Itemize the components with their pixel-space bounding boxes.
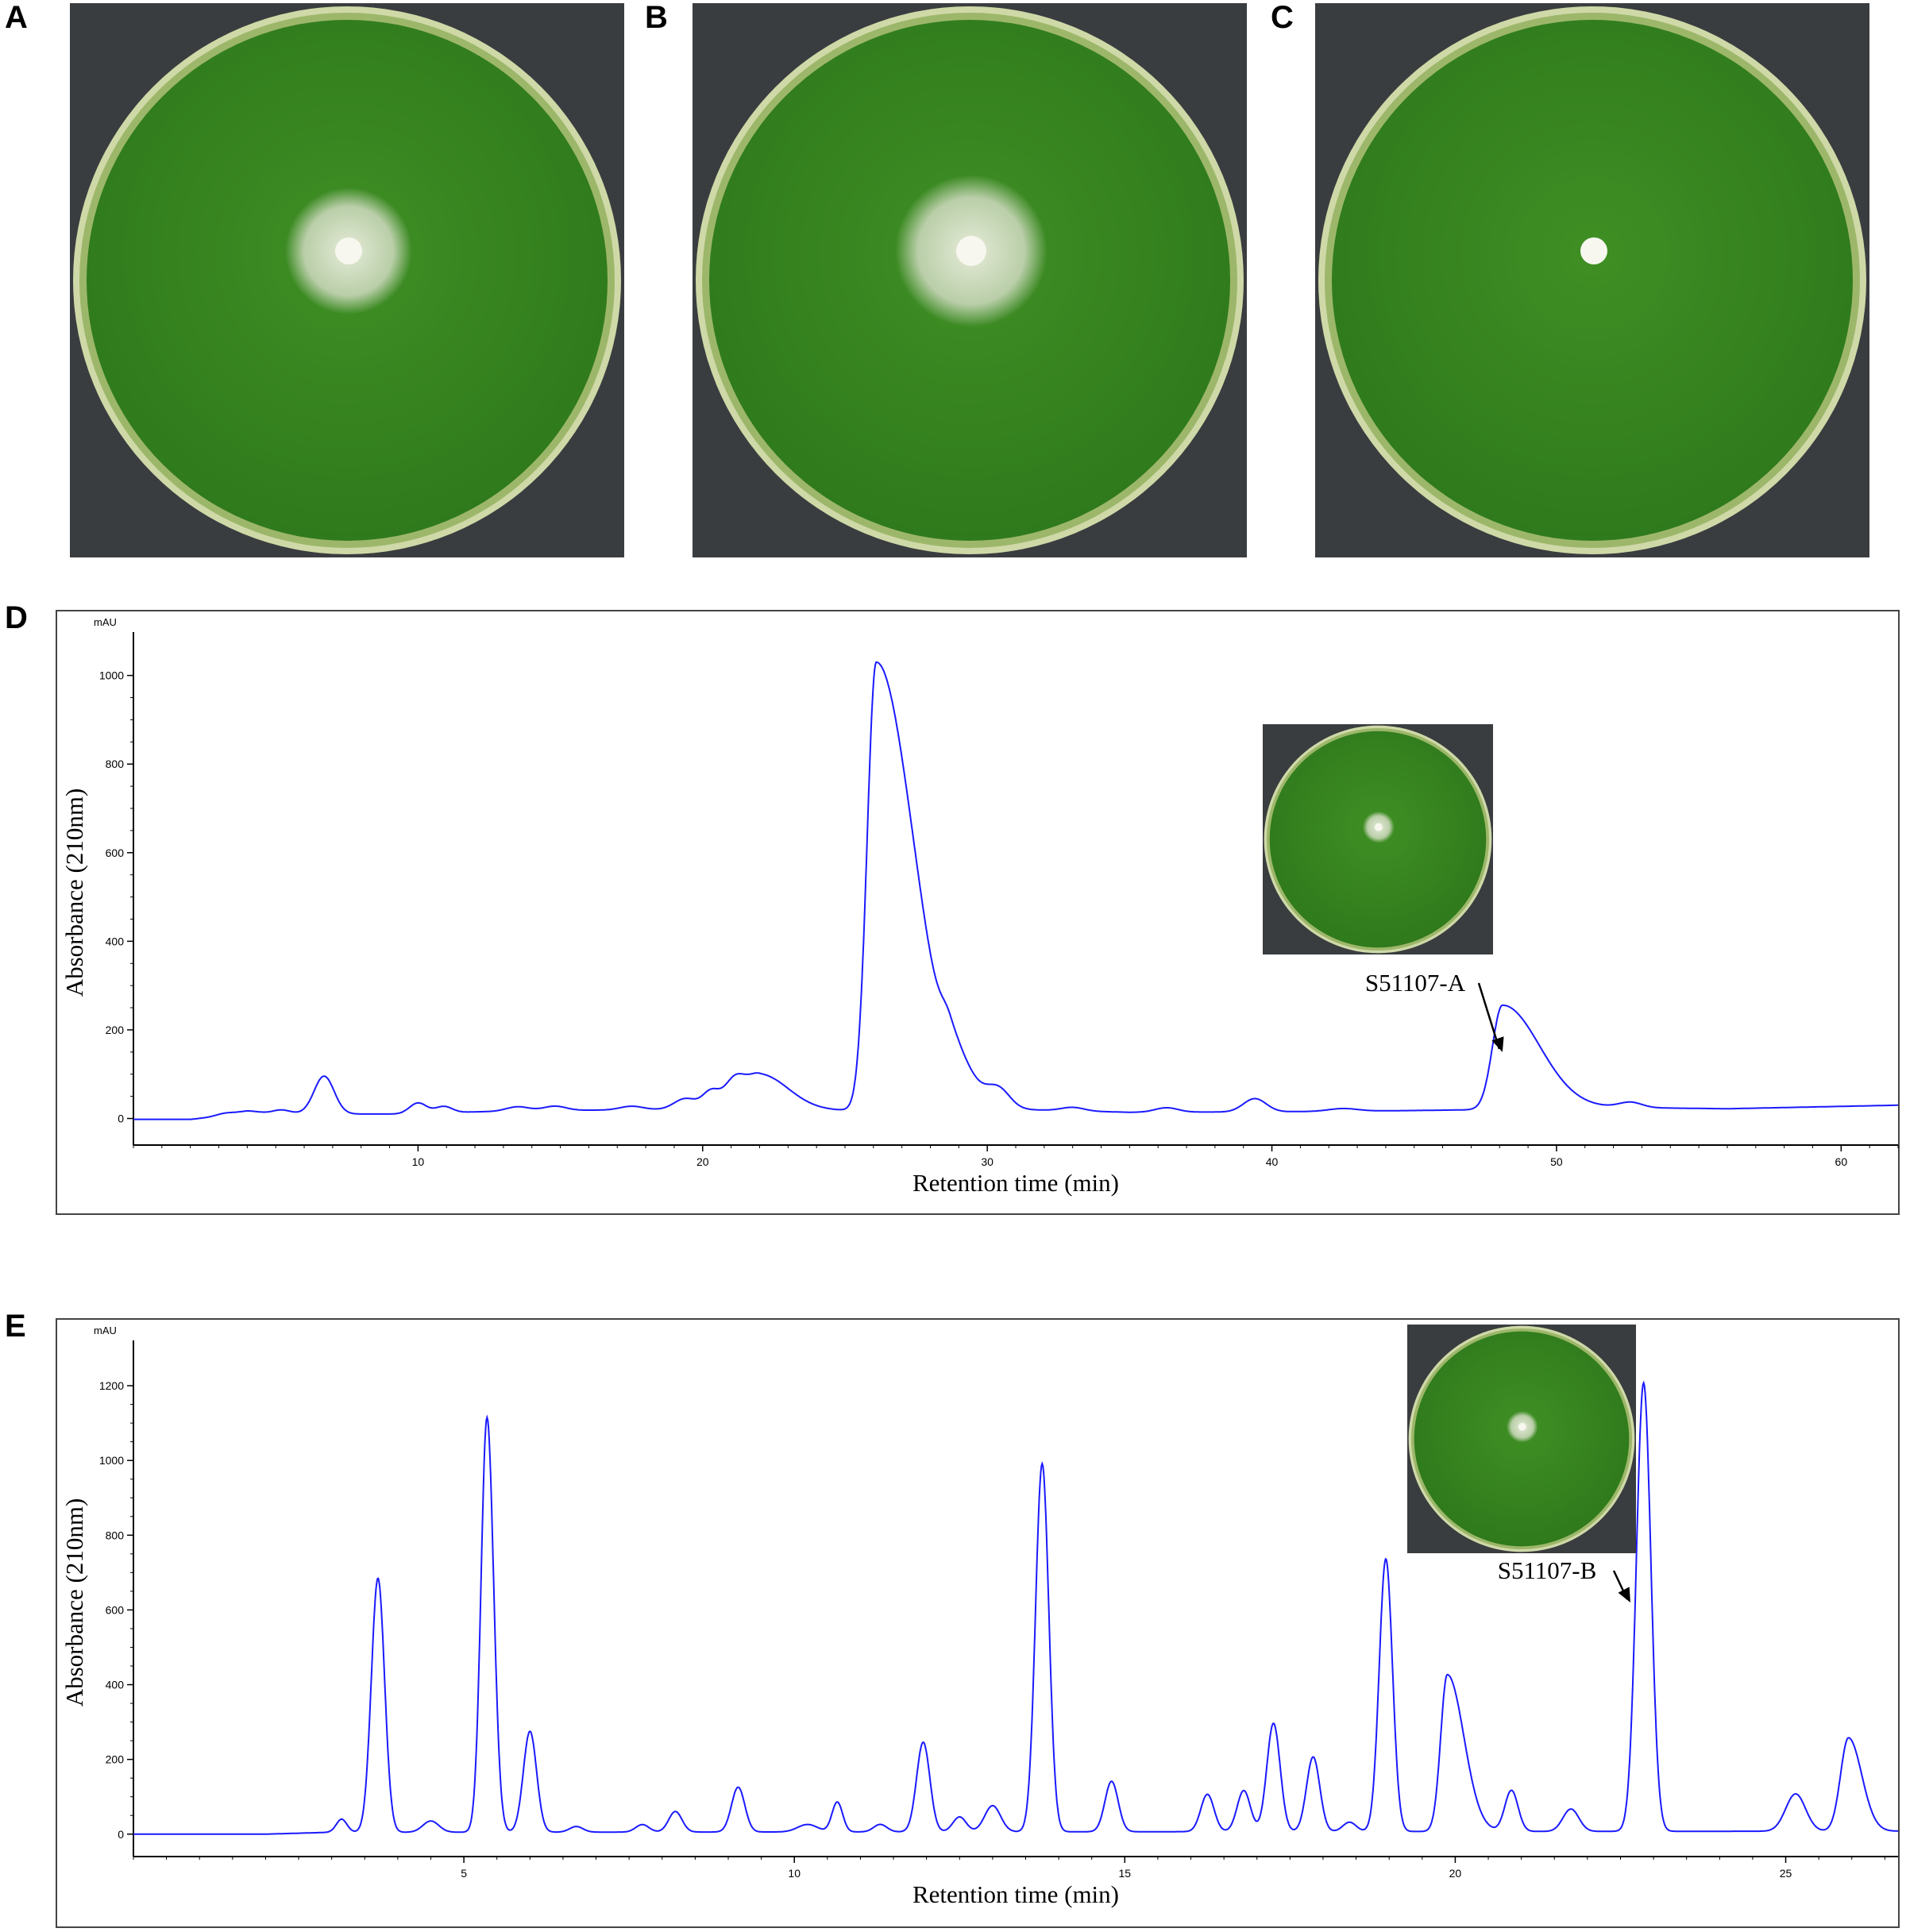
inset-dish-photo-b: [1407, 1325, 1636, 1553]
x-tick-label: 10: [788, 1867, 801, 1880]
annotation-arrow: [1477, 982, 1501, 1050]
y-tick-label: 200: [106, 1024, 125, 1036]
x-tick-label: 15: [1119, 1867, 1132, 1880]
y-tick-label: 0: [118, 1828, 124, 1841]
y-tick-label: 600: [106, 1603, 125, 1616]
y-tick-label: 600: [106, 846, 125, 859]
peak-annotation-label: S51107-B: [1498, 1556, 1597, 1584]
panel-label-e: E: [5, 1309, 26, 1344]
x-tick-label: 10: [412, 1155, 425, 1168]
chromatogram-e: mAU 0 200 400 600 800 1000 1200 5 10 15 20 25 Retenti…: [56, 1318, 1900, 1928]
x-axis-title: Retention time (min): [912, 1880, 1119, 1908]
paper-disk: [1518, 1422, 1526, 1431]
y-unit-label: mAU: [94, 1325, 117, 1336]
x-axis-title: Retention time (min): [912, 1169, 1119, 1197]
paper-disk: [956, 236, 986, 266]
paper-disk: [1580, 237, 1607, 264]
x-tick-label: 30: [981, 1155, 994, 1168]
x-tick-label: 20: [696, 1155, 709, 1168]
petri-dish-photo-a: [70, 3, 624, 557]
series-line: [133, 661, 1898, 1120]
y-tick-label: 400: [106, 1679, 125, 1691]
chromatogram-e-plot: mAU 0 200 400 600 800 1000 1200 5 10 15 20 25 Retenti…: [60, 1325, 1898, 1908]
paper-disk: [1374, 823, 1383, 831]
y-tick-label: 1000: [99, 1454, 124, 1467]
chromatogram-d-plot: mAU 0 200 400 600 800 1000 10 20 30 40 50 60 Retentio…: [60, 616, 1899, 1197]
y-axis-title: Absorbance (210nm): [60, 789, 88, 997]
x-tick-label: 25: [1780, 1867, 1792, 1880]
y-tick-label: 200: [106, 1753, 125, 1766]
y-tick-label: 800: [106, 1529, 125, 1541]
agar-surface: [1332, 20, 1853, 541]
y-unit-label: mAU: [94, 616, 117, 628]
y-tick-label: 0: [118, 1113, 124, 1125]
x-tick-label: 50: [1550, 1155, 1563, 1168]
chromatogram-d: mAU 0 200 400 600 800 1000 10 20 30 40 50 60 Retentio…: [56, 610, 1900, 1215]
annotation-arrowhead: [1491, 1036, 1504, 1052]
series-line: [133, 1380, 1898, 1835]
petri-dish-photo-c: [1315, 3, 1869, 557]
x-tick-label: 20: [1449, 1867, 1462, 1880]
petri-dish-photo-b: [693, 3, 1247, 557]
annotation-arrowhead: [1618, 1587, 1630, 1602]
x-tick-label: 40: [1266, 1155, 1279, 1168]
y-axis-title: Absorbance (210nm): [60, 1498, 88, 1707]
y-tick-label: 400: [106, 935, 125, 947]
y-tick-label: 1000: [99, 669, 124, 682]
panel-label-b: B: [645, 0, 668, 35]
inset-dish-photo-a: [1263, 724, 1493, 954]
panel-label-d: D: [5, 600, 28, 635]
y-tick-label: 1200: [99, 1379, 124, 1392]
x-tick-label: 60: [1835, 1155, 1848, 1168]
paper-disk: [335, 237, 362, 264]
peak-annotation-label: S51107-A: [1365, 969, 1466, 997]
y-tick-label: 800: [106, 758, 125, 770]
panel-label-c: C: [1271, 0, 1294, 35]
panel-label-a: A: [5, 0, 28, 35]
x-tick-label: 5: [461, 1867, 467, 1880]
